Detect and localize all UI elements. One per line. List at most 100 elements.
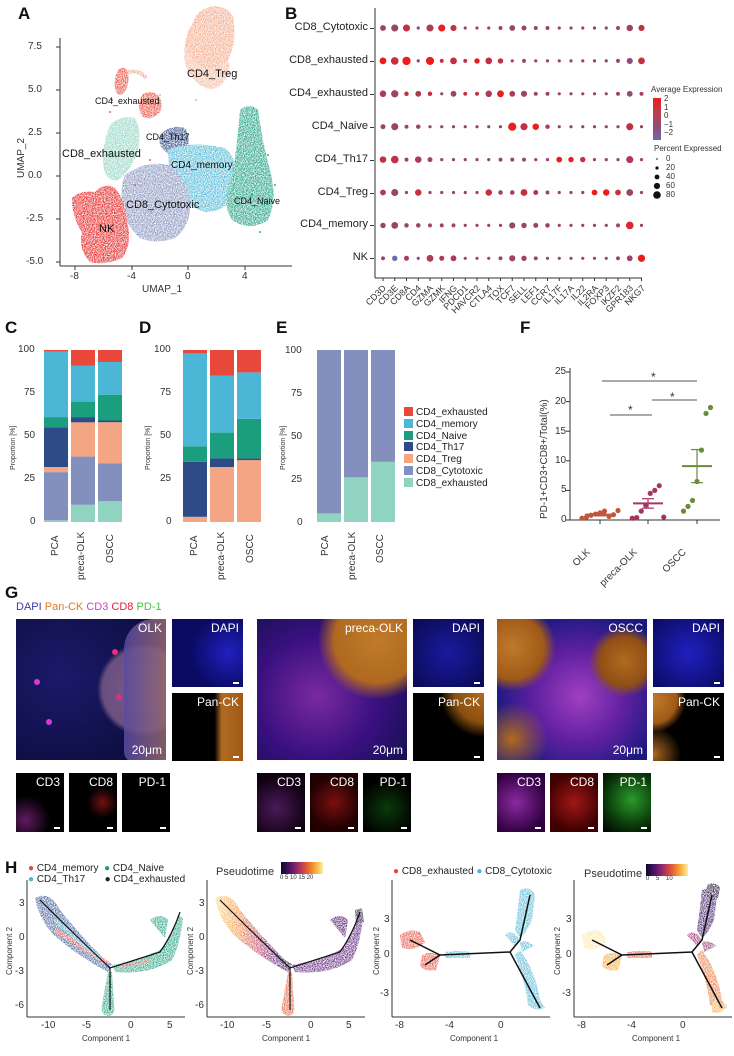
expression-dot	[391, 24, 399, 32]
expression-dot	[545, 190, 550, 195]
expression-dot	[616, 256, 620, 261]
expression-dot	[557, 190, 561, 195]
legend-swatch	[404, 477, 413, 487]
expression-dot	[475, 190, 479, 195]
cluster-label-treg: CD4_Treg	[187, 68, 238, 80]
data-point	[685, 503, 691, 509]
y-tick: 0	[297, 517, 303, 528]
expression-dot	[522, 58, 526, 63]
expression-dot	[604, 125, 608, 129]
y-tick: 100	[285, 345, 302, 356]
row-tick	[370, 159, 374, 161]
x-tick: OSCC	[245, 534, 256, 563]
merge-image-olk: OLK 20μm	[15, 618, 167, 761]
expression-dot	[581, 223, 585, 227]
bar-segment	[317, 513, 341, 522]
legend-label: CD8_exhausted	[416, 477, 488, 489]
image-label: OLK	[137, 621, 162, 635]
bar-segment	[98, 350, 122, 362]
y-axis-title: Component 2	[553, 926, 562, 975]
expression-dot	[545, 91, 550, 96]
scale-bar	[474, 756, 480, 758]
panel-label-g: G	[5, 583, 19, 602]
scale-bar	[107, 827, 113, 829]
expression-dot	[450, 24, 457, 32]
y-tick: 5	[561, 484, 567, 495]
expression-dot	[545, 256, 550, 260]
expression-dot	[522, 157, 526, 162]
expression-dot	[487, 223, 491, 227]
expression-dot	[639, 125, 644, 129]
expression-dot	[440, 92, 444, 96]
expression-dot	[510, 157, 515, 162]
expression-dot	[534, 158, 538, 162]
scale-bar	[535, 827, 541, 829]
expression-dot	[463, 158, 467, 162]
expression-dot	[569, 59, 573, 63]
expression-dot	[438, 24, 446, 32]
panel-label-a: A	[18, 4, 31, 23]
expression-dot	[426, 254, 434, 262]
bar-segment	[371, 350, 395, 462]
bar-segment	[44, 467, 68, 473]
expression-dot	[626, 123, 634, 131]
bar-segment	[183, 446, 207, 462]
expression-dot	[581, 125, 585, 129]
pseudotime-ticks: 0 5 10 15 20	[280, 875, 314, 881]
stacked-bar-charts	[39, 350, 395, 522]
y-tick: -3	[562, 988, 571, 999]
x-tick: preca-OLK	[216, 531, 227, 580]
row-label: CD4_memory	[300, 218, 368, 231]
tick: 10	[666, 876, 673, 882]
expression-dot	[521, 25, 527, 31]
y-tick: 0	[566, 949, 572, 960]
expression-dot	[487, 256, 491, 260]
pseudotime-ticks: 0 5 10	[646, 876, 688, 882]
expression-dot	[592, 26, 597, 30]
expression-dot	[475, 158, 479, 162]
expression-dot	[415, 189, 422, 196]
tick: 20	[666, 163, 675, 172]
y-tick: 25	[160, 473, 172, 484]
expression-dot	[557, 92, 561, 96]
x-tick: OSCC	[105, 534, 116, 563]
legend-label: CD8_Cytotoxic	[485, 866, 552, 877]
x-tick: -8	[395, 1020, 404, 1031]
pseudotime-title: Pseudotime	[584, 868, 643, 880]
image-label: PD-1	[138, 775, 166, 789]
pct-expressed-title: Percent Expressed	[654, 144, 722, 153]
y-tick: 0	[166, 516, 172, 527]
tick: 40	[666, 172, 675, 181]
panck-image-olk: Pan-CK	[171, 692, 244, 762]
legend-label: CD8_exhausted	[401, 866, 474, 877]
expression-dot	[428, 125, 432, 129]
bar-segment	[44, 427, 68, 467]
bar-segment	[344, 477, 368, 522]
expression-dot	[581, 256, 585, 260]
y-tick: 5.0	[28, 84, 42, 95]
image-label: CD8	[569, 775, 594, 789]
expression-dot	[545, 158, 550, 162]
expression-dot	[391, 222, 399, 229]
scale-bar	[714, 756, 720, 758]
expression-dot	[581, 26, 585, 30]
channel-panck: Pan-CK	[44, 601, 84, 613]
bar-segment	[98, 420, 122, 423]
scale-bar	[295, 827, 301, 829]
bar-segment	[183, 516, 207, 522]
tick: 0	[666, 154, 671, 163]
bar-segment	[183, 461, 207, 517]
expression-dot	[391, 188, 399, 197]
panel-label-e: E	[276, 318, 288, 337]
data-point	[579, 515, 585, 521]
cd3-image-oscc: CD3	[496, 772, 546, 833]
expression-dot	[639, 190, 644, 195]
expression-dot	[380, 222, 386, 229]
row-label: CD8_exhausted	[289, 53, 368, 66]
cluster-label-cd8-exhausted: CD8_exhausted	[62, 148, 141, 160]
legend-label: CD4_Th17	[416, 442, 465, 454]
expression-dot	[485, 189, 492, 196]
x-tick: PCA	[189, 535, 200, 556]
expression-dot	[427, 157, 433, 163]
x-tick: -8	[577, 1020, 586, 1031]
